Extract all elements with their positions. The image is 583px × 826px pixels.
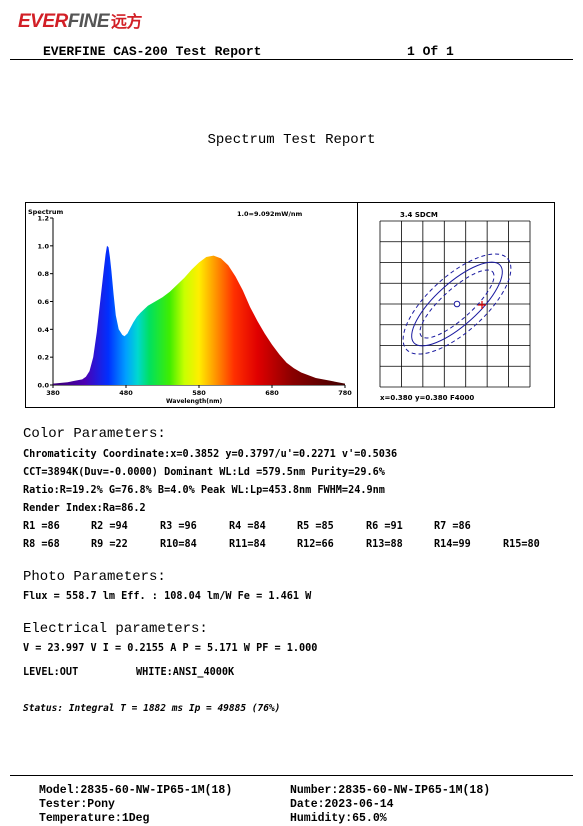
tester-field: Tester:Pony — [39, 798, 115, 811]
sdcm-label: 3.4 SDCM — [400, 211, 438, 219]
y-tick-label: 0.2 — [37, 354, 49, 362]
report-header-title: EVERFINE CAS-200 Test Report — [43, 44, 262, 59]
inner-ellipse — [419, 269, 495, 339]
electrical-params-heading: Electrical parameters: — [23, 621, 208, 637]
voltage-line: V = 23.997 V I = 0.2155 A P = 5.171 W PF… — [23, 643, 318, 654]
spectrum-xlabel: Wavelength(nm) — [166, 398, 223, 405]
status-line: Status: Integral T = 1882 ms Ip = 49885 … — [23, 703, 281, 714]
r-value: R10=84 — [160, 539, 197, 550]
r-value: R11=84 — [229, 539, 266, 550]
r-value: R6 =91 — [366, 521, 403, 532]
footer-left: Model:2835-60-NW-IP65-1M(18) Tester:Pony… — [39, 784, 232, 826]
chromaticity-panel: 3.4 SDCM x=0.380 y=0.380 F4000 — [357, 202, 555, 408]
r-value: R15=80 — [503, 539, 540, 550]
x-tick-label: 680 — [265, 389, 279, 397]
white-label: WHITE:ANSI_4000K — [136, 667, 235, 678]
spectrum-panel: 1.2 1.0 0.8 0.6 0.4 0.2 0.0 380 480 580 680 780 Spe… — [25, 202, 358, 408]
page-title: Spectrum Test Report — [207, 132, 376, 148]
r-value: R3 =96 — [160, 521, 197, 532]
footer-right: Number:2835-60-NW-IP65-1M(18) Date:2023-… — [290, 784, 490, 826]
sdcm-ellipse — [411, 261, 503, 347]
r-value: R12=66 — [297, 539, 334, 550]
r-value: R1 =86 — [23, 521, 60, 532]
x-tick-label: 780 — [338, 389, 352, 397]
everfine-logo: EVERFINE 远方 — [18, 11, 143, 32]
color-params-heading: Color Parameters: — [23, 426, 166, 442]
r-value: R5 =85 — [297, 521, 334, 532]
temperature-field: Temperature:1Deg — [39, 812, 150, 825]
number-field: Number:2835-60-NW-IP65-1M(18) — [290, 784, 491, 797]
y-tick-label: 0.0 — [37, 382, 49, 390]
page-indicator: 1 Of 1 — [407, 44, 454, 59]
sdcm-readout: x=0.380 y=0.380 F4000 — [380, 394, 474, 402]
y-tick-label: 0.8 — [37, 270, 49, 278]
y-tick-label: 1.2 — [37, 215, 49, 223]
cct-line: CCT=3894K(Duv=-0.0000) Dominant WL:Ld =5… — [23, 467, 385, 478]
x-tick-label: 380 — [46, 389, 60, 397]
photo-params-heading: Photo Parameters: — [23, 569, 166, 585]
spectrum-peak-note: 1.0=9.092mW/nm — [237, 210, 302, 218]
spectrum-area — [53, 245, 345, 385]
ratio-line: Ratio:R=19.2% G=76.8% B=4.0% Peak WL:Lp=… — [23, 485, 385, 496]
r-value: R7 =86 — [434, 521, 471, 532]
humidity-field: Humidity:65.0% — [290, 812, 387, 825]
header-divider — [10, 59, 573, 60]
r-value: R8 =68 — [23, 539, 60, 550]
spectrum-ylabel: Spectrum — [28, 208, 64, 216]
r-value: R14=99 — [434, 539, 471, 550]
target-point-icon — [453, 300, 461, 308]
y-tick-label: 0.4 — [37, 326, 49, 334]
r-value: R9 =22 — [91, 539, 128, 550]
flux-line: Flux = 558.7 lm Eff. : 108.04 lm/W Fe = … — [23, 591, 312, 602]
level-label: LEVEL:OUT — [23, 667, 79, 678]
x-tick-label: 480 — [119, 389, 133, 397]
r-value: R2 =94 — [91, 521, 128, 532]
footer-divider — [10, 775, 573, 776]
y-tick-label: 0.6 — [37, 298, 49, 306]
date-field: Date:2023-06-14 — [290, 798, 394, 811]
x-tick-label: 580 — [192, 389, 206, 397]
r-value: R4 =84 — [229, 521, 266, 532]
measured-point-icon — [478, 301, 486, 309]
r-value: R13=88 — [366, 539, 403, 550]
chromaticity-line: Chromaticity Coordinate:x=0.3852 y=0.379… — [23, 449, 398, 460]
y-tick-label: 1.0 — [37, 242, 49, 250]
sdcm-chart: 3.4 SDCM x=0.380 y=0.380 F4000 — [379, 211, 531, 402]
render-index-line: Render Index:Ra=86.2 — [23, 503, 146, 514]
model-field: Model:2835-60-NW-IP65-1M(18) — [39, 784, 233, 797]
